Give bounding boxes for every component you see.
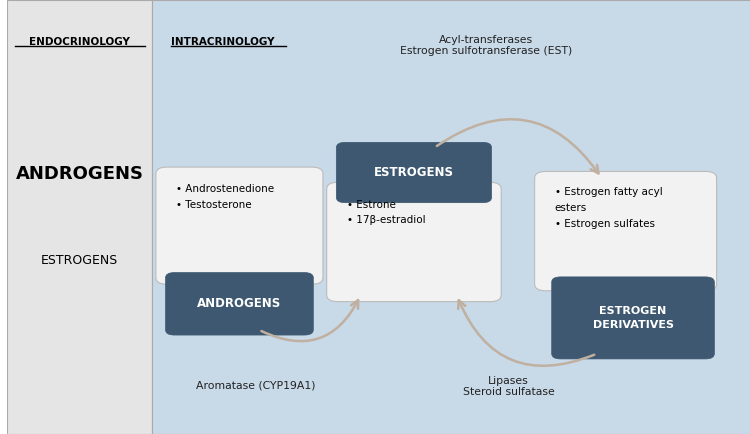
Text: INTRACRINOLOGY: INTRACRINOLOGY	[171, 37, 274, 47]
FancyBboxPatch shape	[336, 142, 491, 203]
FancyBboxPatch shape	[8, 0, 152, 434]
Text: • Estrone
• 17β-estradiol: • Estrone • 17β-estradiol	[346, 200, 425, 225]
Text: ENDOCRINOLOGY: ENDOCRINOLOGY	[29, 37, 130, 47]
Text: Aromatase (CYP19A1): Aromatase (CYP19A1)	[196, 381, 316, 391]
FancyBboxPatch shape	[152, 0, 750, 434]
Text: ANDROGENS: ANDROGENS	[16, 164, 144, 183]
Text: ANDROGENS: ANDROGENS	[197, 297, 281, 310]
FancyBboxPatch shape	[166, 273, 314, 335]
Text: Acyl-transferases
Estrogen sulfotransferase (EST): Acyl-transferases Estrogen sulfotransfer…	[400, 35, 572, 56]
Text: ESTROGENS: ESTROGENS	[374, 166, 454, 179]
FancyBboxPatch shape	[552, 277, 714, 359]
FancyBboxPatch shape	[535, 171, 716, 291]
Text: • Androstenedione
• Testosterone: • Androstenedione • Testosterone	[176, 184, 274, 210]
FancyBboxPatch shape	[327, 182, 501, 302]
Text: Lipases
Steroid sulfatase: Lipases Steroid sulfatase	[463, 375, 554, 397]
Text: ESTROGEN
DERIVATIVES: ESTROGEN DERIVATIVES	[592, 306, 674, 329]
Text: ESTROGENS: ESTROGENS	[41, 254, 118, 267]
Text: • Estrogen fatty acyl
esters
• Estrogen sulfates: • Estrogen fatty acyl esters • Estrogen …	[555, 187, 662, 229]
FancyBboxPatch shape	[156, 167, 323, 284]
